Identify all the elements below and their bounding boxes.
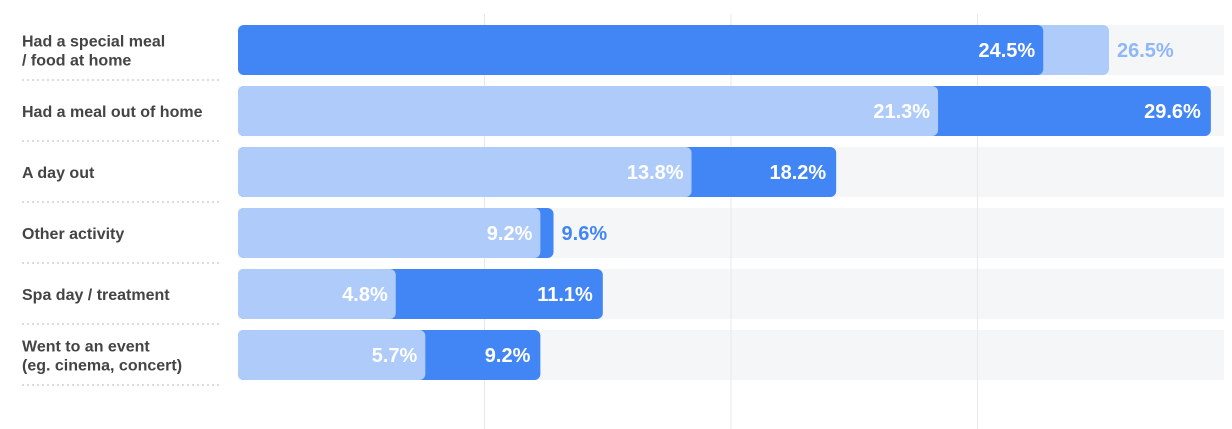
category-label-line: Had a special meal (22, 34, 165, 51)
category-label: Spa day / treatment (22, 287, 170, 304)
value-label: 9.6% (562, 223, 608, 245)
value-label: 11.1% (537, 284, 593, 306)
category-label-line: / food at home (22, 53, 131, 70)
category-label-line: A day out (22, 165, 95, 182)
value-label: 26.5% (1117, 40, 1174, 62)
value-label: 21.3% (873, 101, 930, 123)
bar-series-1 (238, 208, 541, 258)
category-label: Had a special meal / food at home (22, 34, 165, 70)
category-label-line: Other activity (22, 226, 124, 243)
bar-series-1 (238, 86, 939, 136)
category-label: Other activity (22, 226, 124, 243)
value-label: 4.8% (342, 284, 388, 306)
category-label-line: Went to an event (22, 339, 150, 356)
bar-series-1 (238, 147, 692, 197)
category-label: A day out (22, 165, 95, 182)
value-label: 5.7% (372, 345, 418, 367)
value-label: 29.6% (1144, 101, 1201, 123)
category-label-line: Had a meal out of home (22, 104, 203, 121)
value-label: 9.2% (487, 223, 533, 245)
category-label: Had a meal out of home (22, 104, 203, 121)
category-label-line: (eg. cinema, concert) (22, 358, 182, 375)
bar-series-1 (238, 269, 396, 319)
value-label: 24.5% (979, 40, 1036, 62)
bar-series-2 (238, 25, 1044, 75)
value-label: 18.2% (769, 162, 826, 184)
value-label: 13.8% (627, 162, 684, 184)
value-label: 9.2% (485, 345, 531, 367)
category-label-line: Spa day / treatment (22, 287, 170, 304)
bar-series-1 (238, 330, 426, 380)
category-label: Went to an event (eg. cinema, concert) (22, 339, 182, 375)
